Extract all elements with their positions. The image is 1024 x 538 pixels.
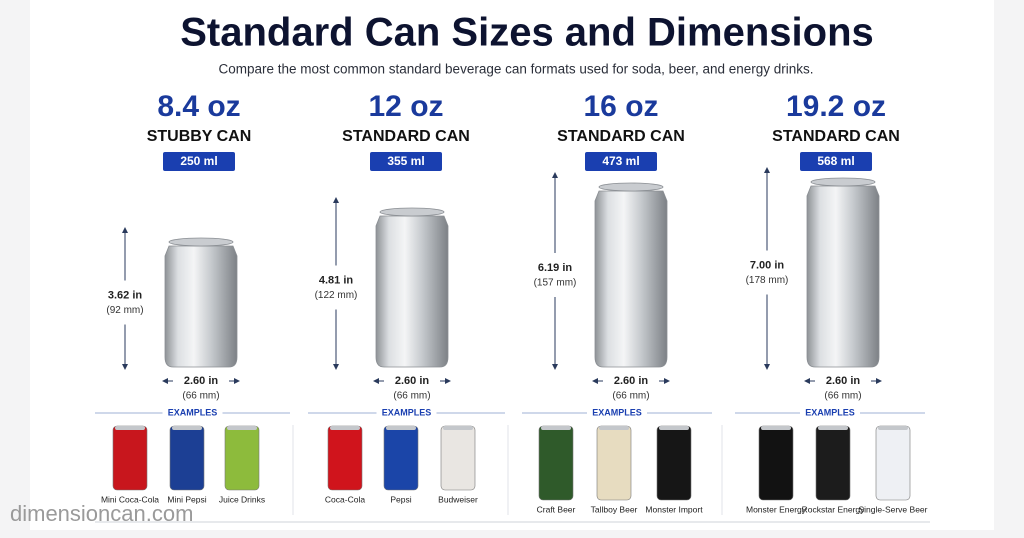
examples-label: EXAMPLES [382,407,432,417]
example-name: Mini Coca-Cola [101,494,159,504]
example-can-top [878,426,908,430]
can-body [375,215,449,368]
height: 7.00 in [750,259,785,271]
width-mm: (66 mm) [393,391,430,402]
volume: 355 ml [387,154,424,168]
example-can-top [115,426,145,430]
volume-pill [163,152,235,171]
example-can [758,425,794,501]
volume: 568 ml [817,154,854,168]
can-lid [810,177,876,187]
example-can-top [443,426,473,430]
example-name: Monster Energy [746,504,807,514]
example-can-top [172,426,202,430]
width: 2.60 in [826,375,861,387]
can-body [806,185,880,368]
example-can-top [761,426,791,430]
title: Standard Can Sizes and Dimensions [180,11,874,55]
example-name: Mini Pepsi [167,494,206,504]
example-name: Single-Serve Beer [859,504,928,514]
examples-label: EXAMPLES [805,407,855,417]
example-can [224,425,260,491]
examples-label: EXAMPLES [168,407,218,417]
can-body [164,245,238,368]
example-can [327,425,363,491]
can-size: 19.2 oz [786,90,886,123]
height-mm: (157 mm) [534,278,577,289]
can-lid [598,182,664,192]
example-name: Coca-Cola [325,494,365,504]
example-can-top [818,426,848,430]
example-can-top [541,426,571,430]
example-can [596,425,632,501]
watermark: dimensioncan.com [10,501,193,526]
example-name: Craft Beer [537,504,576,514]
width-mm: (66 mm) [182,391,219,402]
example-can [815,425,851,501]
can-body [594,190,668,368]
can-label: STANDARD CAN [557,128,685,145]
width-mm: (66 mm) [824,391,861,402]
can-size: 8.4 oz [157,90,240,123]
example-name: Tallboy Beer [591,504,638,514]
subtitle: Compare the most common standard beverag… [218,62,813,77]
example-can [112,425,148,491]
example-name: Budweiser [438,494,478,504]
volume: 250 ml [180,154,217,168]
example-can-top [659,426,689,430]
example-can [383,425,419,491]
volume-pill [585,152,657,171]
example-can [875,425,911,501]
example-name: Juice Drinks [219,494,265,504]
example-can-top [227,426,257,430]
example-name: Pepsi [390,494,411,504]
can-size: 12 oz [368,90,443,123]
example-can-top [386,426,416,430]
example-can [538,425,574,501]
height: 6.19 in [538,262,573,274]
example-can [656,425,692,501]
height: 4.81 in [319,274,354,286]
height-mm: (122 mm) [315,290,358,301]
can-label: STANDARD CAN [772,128,900,145]
example-can-top [330,426,360,430]
can-label: STANDARD CAN [342,128,470,145]
example-can [169,425,205,491]
can-label: STUBBY CAN [147,128,252,145]
example-can-top [599,426,629,430]
width-mm: (66 mm) [612,391,649,402]
example-name: Rockstar Energy [802,504,866,514]
examples-label: EXAMPLES [592,407,642,417]
can-size: 16 oz [583,90,658,123]
example-name: Monster Import [645,504,703,514]
volume: 473 ml [602,154,639,168]
width: 2.60 in [184,375,219,387]
can-lid [379,207,445,217]
can-lid [168,237,234,247]
example-can [440,425,476,491]
width: 2.60 in [395,375,430,387]
width: 2.60 in [614,375,649,387]
volume-pill [800,152,872,171]
height-mm: (178 mm) [746,275,789,286]
height-mm: (92 mm) [106,305,143,316]
volume-pill [370,152,442,171]
height: 3.62 in [108,289,143,301]
